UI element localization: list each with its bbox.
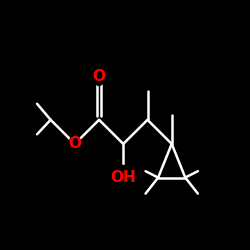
Circle shape bbox=[116, 166, 131, 190]
Text: O: O bbox=[68, 136, 81, 152]
Text: O: O bbox=[92, 69, 106, 84]
Circle shape bbox=[94, 68, 104, 86]
Text: OH: OH bbox=[110, 170, 136, 185]
Circle shape bbox=[70, 135, 80, 153]
